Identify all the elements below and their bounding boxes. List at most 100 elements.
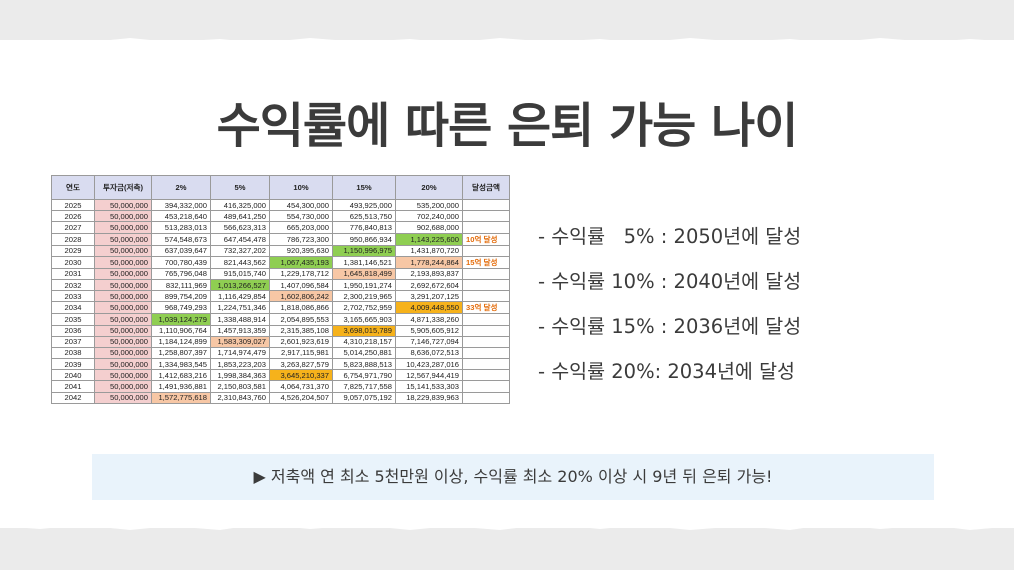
cell-rate-2pct: 1,572,775,618 [151,391,211,404]
cell-rate-5pct: 1,013,266,527 [210,278,270,292]
cell-rate-10pct: 2,917,115,981 [269,346,333,360]
cell-investment: 50,000,000 [94,313,152,326]
cell-rate-2pct: 832,111,969 [151,278,211,292]
cell-investment: 50,000,000 [94,210,152,223]
cell-investment: 50,000,000 [94,290,152,303]
cell-rate-5pct: 1,583,309,027 [210,335,270,348]
cell-rate-5pct: 1,224,751,346 [210,301,270,315]
table-body: 2025 50,000,000 394,332,000 416,325,000 454,… [51,198,510,404]
cell-year: 2030 [51,255,95,269]
cell-year: 2039 [51,358,95,371]
cell-achievement [462,358,510,371]
cell-rate-5pct: 1,338,488,914 [210,313,270,326]
cell-investment: 50,000,000 [94,324,152,337]
table-row: 2027 50,000,000 513,283,013 566,623,313 665,… [51,221,510,234]
cell-year: 2025 [51,198,95,212]
cell-rate-20pct: 18,229,839,963 [395,391,463,404]
header-achievement: 달성금액 [462,175,510,200]
cell-rate-5pct: 1,457,913,359 [210,324,270,337]
table-row: 2030 50,000,000 700,780,439 821,443,562 1,06… [51,255,510,269]
summary-banner: ▶ 저축액 연 최소 5천만원 이상, 수익률 최소 20% 이상 시 9년 뒤… [92,454,934,500]
cell-rate-15pct: 9,057,075,192 [332,391,396,404]
cell-rate-10pct: 3,645,210,337 [269,369,333,382]
table-row: 2033 50,000,000 899,754,209 1,116,429,854 1,… [51,290,510,303]
cell-investment: 50,000,000 [94,346,152,360]
cell-rate-10pct: 2,315,385,108 [269,324,333,337]
cell-rate-2pct: 1,334,983,545 [151,358,211,371]
cell-achievement [462,267,510,280]
cell-achievement [462,210,510,223]
cell-investment: 50,000,000 [94,267,152,280]
cell-rate-15pct: 7,825,717,558 [332,380,396,393]
cell-rate-20pct: 535,200,000 [395,198,463,212]
cell-rate-5pct: 732,327,202 [210,244,270,257]
cell-rate-10pct: 786,723,300 [269,232,333,246]
cell-rate-5pct: 566,623,313 [210,221,270,234]
cell-rate-5pct: 1,116,429,854 [210,290,270,303]
bullet-item-15pct: - 수익률 15% : 2036년에 달성 [538,315,802,338]
cell-year: 2038 [51,346,95,360]
cell-achievement [462,346,510,360]
cell-rate-10pct: 665,203,000 [269,221,333,234]
cell-rate-20pct: 5,905,605,912 [395,324,463,337]
cell-rate-20pct: 2,692,672,604 [395,278,463,292]
cell-year: 2036 [51,324,95,337]
cell-rate-15pct: 950,866,934 [332,232,396,246]
cell-rate-2pct: 1,412,683,216 [151,369,211,382]
cell-rate-15pct: 1,381,146,521 [332,255,396,269]
cell-year: 2027 [51,221,95,234]
cell-investment: 50,000,000 [94,255,152,269]
cell-rate-10pct: 454,300,000 [269,198,333,212]
cell-rate-15pct: 625,513,750 [332,210,396,223]
cell-rate-10pct: 4,064,731,370 [269,380,333,393]
cell-rate-15pct: 3,698,015,789 [332,324,396,337]
cell-year: 2028 [51,232,95,246]
cell-rate-20pct: 12,567,944,419 [395,369,463,382]
cell-rate-20pct: 7,146,727,094 [395,335,463,348]
cell-investment: 50,000,000 [94,391,152,404]
cell-rate-15pct: 1,950,191,274 [332,278,396,292]
table-row: 2025 50,000,000 394,332,000 416,325,000 454,… [51,198,510,212]
cell-rate-20pct: 2,193,893,837 [395,267,463,280]
cell-year: 2037 [51,335,95,348]
table-row: 2034 50,000,000 968,749,293 1,224,751,346 1,… [51,301,510,315]
header-rate-15pct: 15% [332,175,396,200]
cell-rate-10pct: 1,229,178,712 [269,267,333,280]
cell-achievement [462,324,510,337]
cell-rate-15pct: 1,645,818,499 [332,267,396,280]
cell-investment: 50,000,000 [94,369,152,382]
cell-rate-10pct: 3,263,827,579 [269,358,333,371]
cell-rate-20pct: 4,009,448,550 [395,301,463,315]
cell-achievement [462,380,510,393]
cell-rate-15pct: 493,925,000 [332,198,396,212]
cell-rate-15pct: 4,310,218,157 [332,335,396,348]
cell-rate-15pct: 2,702,752,959 [332,301,396,315]
table-row: 2037 50,000,000 1,184,124,899 1,583,309,027… [51,335,510,348]
cell-rate-20pct: 902,688,000 [395,221,463,234]
bullet-list: - 수익률 5% : 2050년에 달성 - 수익률 10% : 2040년에 … [538,222,801,402]
savings-table: 연도 투자금(저축) 2% 5% 10% 15% 20% 달성금액 2025 50,000,00… [51,175,510,404]
cell-rate-10pct: 920,395,630 [269,244,333,257]
cell-rate-15pct: 2,300,219,965 [332,290,396,303]
cell-investment: 50,000,000 [94,301,152,315]
cell-investment: 50,000,000 [94,221,152,234]
cell-achievement [462,221,510,234]
cell-investment: 50,000,000 [94,358,152,371]
cell-rate-10pct: 1,818,086,866 [269,301,333,315]
cell-rate-2pct: 968,749,293 [151,301,211,315]
cell-rate-10pct: 4,526,204,507 [269,391,333,404]
cell-rate-5pct: 915,015,740 [210,267,270,280]
cell-rate-15pct: 5,014,250,881 [332,346,396,360]
cell-rate-20pct: 702,240,000 [395,210,463,223]
cell-achievement: 15억 달성 [462,255,510,269]
savings-table-container: 연도 투자금(저축) 2% 5% 10% 15% 20% 달성금액 2025 50,000,00… [51,175,510,404]
table-row: 2028 50,000,000 574,548,673 647,454,478 786,… [51,232,510,246]
cell-rate-20pct: 10,423,287,016 [395,358,463,371]
cell-rate-2pct: 637,039,647 [151,244,211,257]
cell-rate-2pct: 700,780,439 [151,255,211,269]
cell-rate-2pct: 1,039,124,279 [151,313,211,326]
cell-year: 2042 [51,391,95,404]
header-year: 연도 [51,175,95,200]
cell-rate-5pct: 489,641,250 [210,210,270,223]
cell-rate-5pct: 2,310,843,760 [210,391,270,404]
